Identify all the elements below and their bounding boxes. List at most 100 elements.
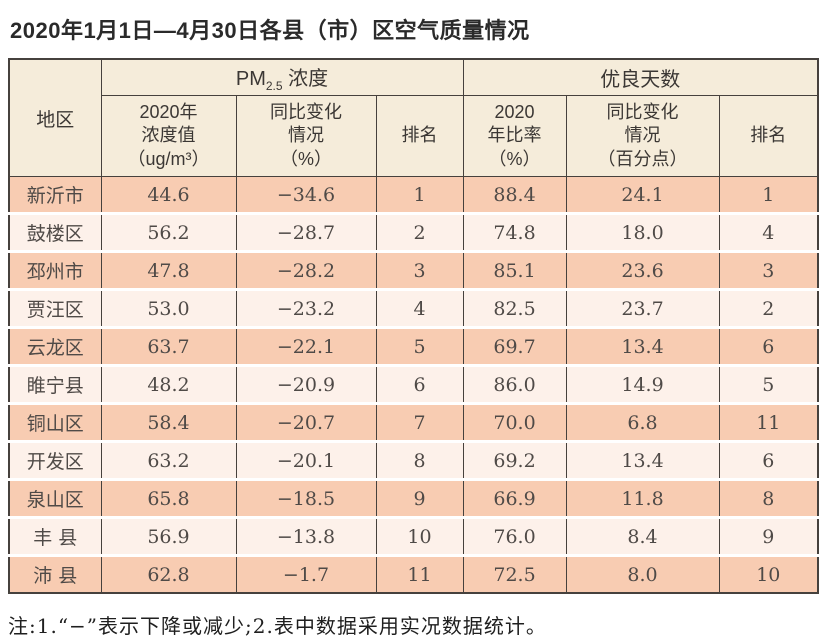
header-line: 情况 <box>624 125 661 146</box>
cell-pm-value: 63.2 <box>100 440 237 480</box>
cell-pm-change: −23.2 <box>235 288 377 328</box>
table-row: 睢宁县 48.2 −20.9 6 86.0 14.9 5 <box>8 364 819 404</box>
group-header-row: 地区 PM2.5 浓度 优良天数 <box>8 58 819 177</box>
cell-pm-change: −34.6 <box>235 176 377 214</box>
cell-rate-change: 11.8 <box>565 478 720 518</box>
cell-rate: 76.0 <box>462 516 567 556</box>
cell-pm-rank: 6 <box>375 364 464 404</box>
cell-pm-change: −13.8 <box>235 516 377 556</box>
cell-pm-change: −28.2 <box>235 250 377 290</box>
table-body: 新沂市 44.6 −34.6 1 88.4 24.1 1 鼓楼区 56.2 −28.7 2 74.8 1… <box>8 176 819 593</box>
header-line: 浓度值 <box>141 125 196 146</box>
cell-pm-value: 63.7 <box>100 326 237 366</box>
cell-rate-rank: 11 <box>718 402 819 442</box>
cell-region: 贾汪区 <box>8 288 102 328</box>
cell-pm-rank: 9 <box>375 478 464 518</box>
cell-pm-change: −18.5 <box>235 478 377 518</box>
header-line: （百分点） <box>597 148 688 169</box>
header-line: 同比变化 <box>270 101 342 122</box>
cell-rate: 85.1 <box>462 250 567 290</box>
cell-rate-rank: 6 <box>718 326 819 366</box>
cell-pm-rank: 11 <box>375 554 464 593</box>
cell-region: 云龙区 <box>8 326 102 366</box>
cell-pm-value: 56.9 <box>100 516 237 556</box>
header-line: 同比变化 <box>606 101 679 122</box>
table-row: 开发区 63.2 −20.1 8 69.2 13.4 6 <box>8 440 819 480</box>
cell-pm-rank: 10 <box>375 516 464 556</box>
cell-pm-rank: 1 <box>375 176 464 214</box>
cell-rate-change: 24.1 <box>565 176 720 214</box>
pm-label-suffix: 浓度 <box>282 68 329 90</box>
table-row: 丰 县 56.9 −13.8 10 76.0 8.4 9 <box>8 516 819 556</box>
page-title: 2020年1月1日—4月30日各县（市）区空气质量情况 <box>10 18 530 43</box>
cell-rate-change: 13.4 <box>565 440 720 480</box>
cell-region: 新沂市 <box>8 176 102 214</box>
cell-rate-change: 14.9 <box>565 364 720 404</box>
cell-rate-rank: 5 <box>718 364 819 404</box>
cell-rate-change: 8.4 <box>565 516 720 556</box>
cell-pm-change: −20.1 <box>235 440 377 480</box>
cell-pm-rank: 2 <box>375 212 464 252</box>
cell-rate-rank: 8 <box>718 478 819 518</box>
cell-rate-change: 13.4 <box>565 326 720 366</box>
cell-pm-value: 53.0 <box>100 288 237 328</box>
cell-rate: 69.7 <box>462 326 567 366</box>
cell-rate-change: 23.6 <box>565 250 720 290</box>
cell-pm-change: −28.7 <box>235 212 377 252</box>
table-row: 泉山区 65.8 −18.5 9 66.9 11.8 8 <box>8 478 819 518</box>
column-header-pm-value: 2020年 浓度值 （ug/m³） <box>100 95 237 177</box>
cell-rate-change: 23.7 <box>565 288 720 328</box>
cell-rate-rank: 4 <box>718 212 819 252</box>
cell-pm-value: 48.2 <box>100 364 237 404</box>
column-group-good-days: 优良天数 <box>462 58 819 96</box>
cell-rate-rank: 3 <box>718 250 819 290</box>
cell-rate: 70.0 <box>462 402 567 442</box>
cell-region: 邳州市 <box>8 250 102 290</box>
table-header: 地区 PM2.5 浓度 优良天数 2020年 浓度值 （ug/m³） 同比变化 … <box>8 58 819 177</box>
cell-region: 睢宁县 <box>8 364 102 404</box>
column-header-rate-rank: 排名 <box>718 95 819 177</box>
header-line: （ug/m³） <box>127 148 210 169</box>
table-row: 邳州市 47.8 −28.2 3 85.1 23.6 3 <box>8 250 819 290</box>
column-header-pm-rank: 排名 <box>375 95 464 177</box>
column-header-region: 地区 <box>8 58 102 177</box>
header-line: 情况 <box>288 125 324 146</box>
pm-label-prefix: PM <box>235 68 266 90</box>
cell-rate: 82.5 <box>462 288 567 328</box>
cell-rate: 74.8 <box>462 212 567 252</box>
cell-rate: 88.4 <box>462 176 567 214</box>
sub-header-row: 2020年 浓度值 （ug/m³） 同比变化 情况 （%） 排名 2020 年比… <box>9 95 819 177</box>
cell-rate-rank: 10 <box>718 554 819 593</box>
cell-rate: 72.5 <box>462 554 567 593</box>
cell-pm-change: −1.7 <box>235 554 377 593</box>
column-header-rate-change: 同比变化 情况 （百分点） <box>565 95 720 177</box>
table-row: 新沂市 44.6 −34.6 1 88.4 24.1 1 <box>8 176 819 214</box>
cell-pm-rank: 8 <box>375 440 464 480</box>
cell-pm-value: 58.4 <box>100 402 237 442</box>
cell-pm-rank: 7 <box>375 402 464 442</box>
cell-pm-value: 65.8 <box>100 478 237 518</box>
cell-region: 开发区 <box>8 440 102 480</box>
page: 2020年1月1日—4月30日各县（市）区空气质量情况 地区 PM2.5 浓度 … <box>8 18 820 638</box>
cell-pm-change: −20.9 <box>235 364 377 404</box>
cell-region: 沛 县 <box>8 554 102 593</box>
table-row: 铜山区 58.4 −20.7 7 70.0 6.8 11 <box>8 402 819 442</box>
cell-region: 丰 县 <box>8 516 102 556</box>
table-row: 鼓楼区 56.2 −28.7 2 74.8 18.0 4 <box>8 212 819 252</box>
table-row: 沛 县 62.8 −1.7 11 72.5 8.0 10 <box>8 554 819 593</box>
cell-rate-rank: 6 <box>718 440 819 480</box>
cell-pm-value: 47.8 <box>100 250 237 290</box>
cell-pm-value: 62.8 <box>100 554 237 593</box>
cell-region: 泉山区 <box>8 478 102 518</box>
cell-rate-rank: 2 <box>718 288 819 328</box>
column-header-pm-change: 同比变化 情况 （%） <box>235 95 377 177</box>
pm-label-subscript: 2.5 <box>265 79 283 93</box>
cell-rate-rank: 1 <box>718 176 819 214</box>
cell-rate-change: 8.0 <box>565 554 720 593</box>
air-quality-table: 地区 PM2.5 浓度 优良天数 2020年 浓度值 （ug/m³） 同比变化 … <box>8 58 820 594</box>
cell-pm-value: 56.2 <box>100 212 237 252</box>
header-line: （%） <box>488 148 541 169</box>
cell-rate: 69.2 <box>462 440 567 480</box>
cell-pm-change: −20.7 <box>235 402 377 442</box>
cell-region: 鼓楼区 <box>8 212 102 252</box>
